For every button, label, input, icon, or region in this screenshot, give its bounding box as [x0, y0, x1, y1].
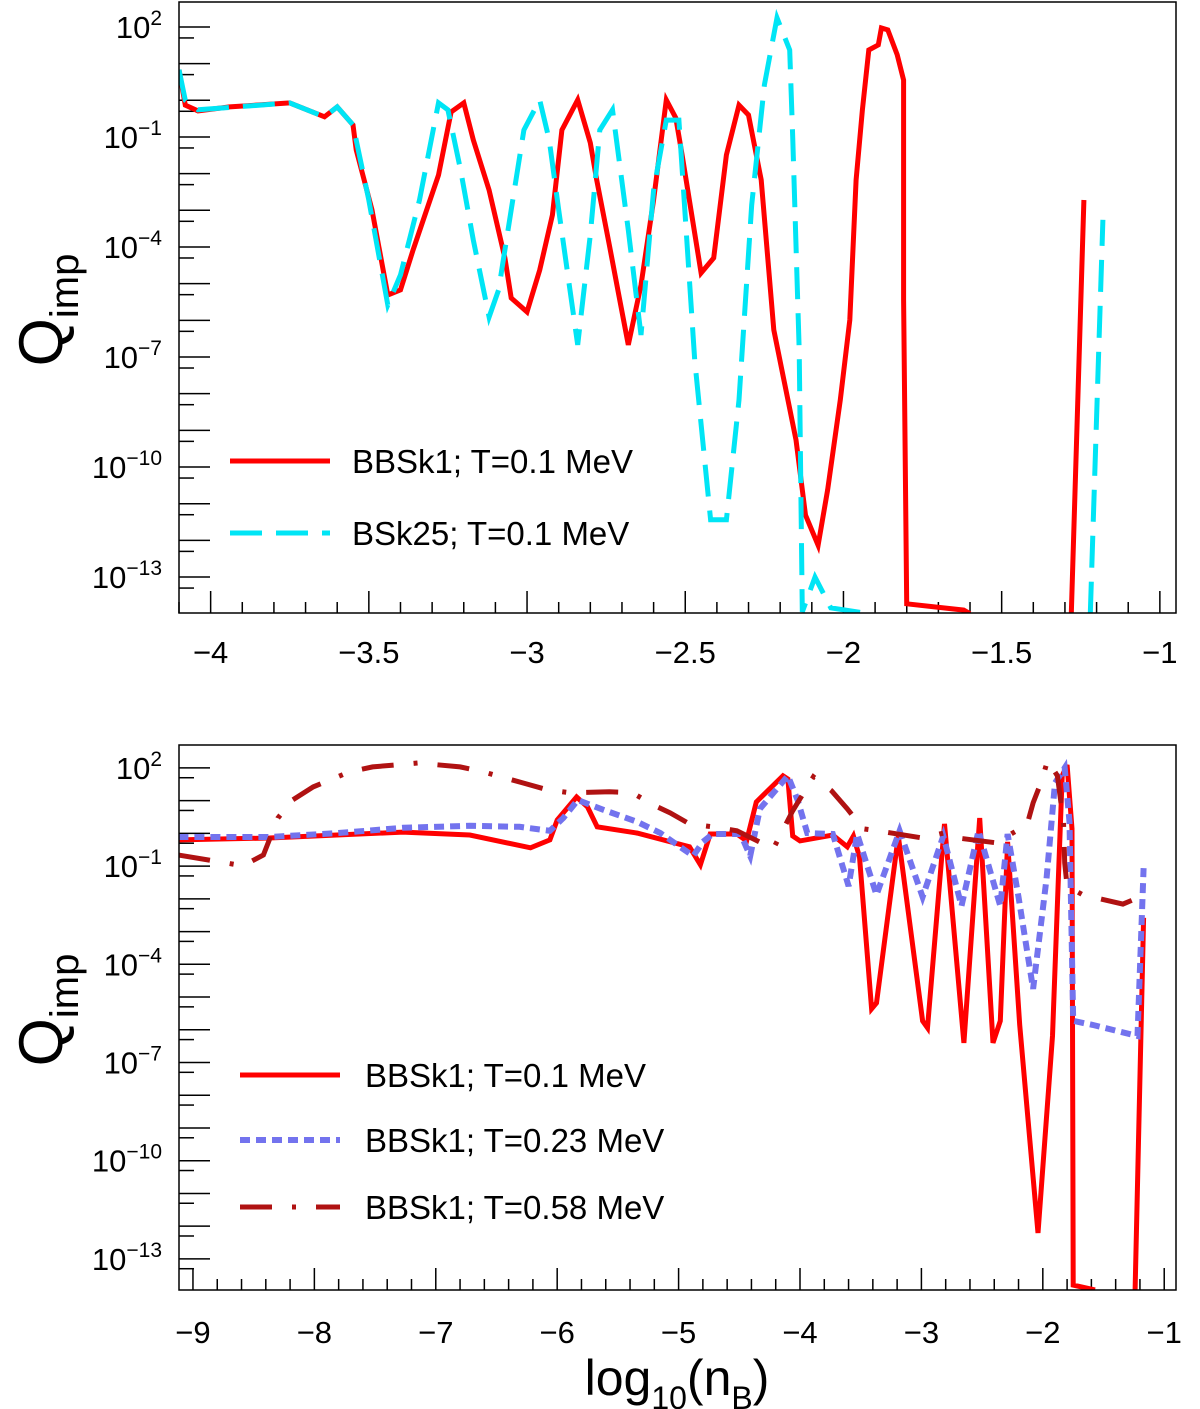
legend-label-0: BBSk1; T=0.1 MeV: [365, 1057, 646, 1094]
y-tick-label: 10−1: [104, 846, 162, 884]
x-tick-label: −1: [1147, 1315, 1182, 1350]
x-tick-label: −2.5: [655, 635, 716, 670]
legend-label-2: BBSk1; T=0.58 MeV: [365, 1189, 664, 1226]
x-tick-label: −9: [175, 1315, 210, 1350]
x-tick-label: −4: [782, 1315, 817, 1350]
series-line-0: [179, 24, 1087, 613]
y-tick-label: 10−10: [92, 1141, 162, 1179]
y-tick-label: 10−10: [92, 447, 162, 485]
legend-label-1: BBSk1; T=0.23 MeV: [365, 1122, 664, 1159]
y-tick-label: 10−7: [104, 1043, 162, 1081]
x-tick-label: −8: [297, 1315, 332, 1350]
plot-frame: [178, 1, 1177, 614]
y-tick-label: 10−4: [104, 944, 163, 982]
y-tick-label: 10−13: [92, 1239, 162, 1277]
y-tick-label: 102: [116, 748, 162, 786]
y-tick-label: 10−4: [104, 227, 163, 265]
x-tick-label: −4: [193, 635, 228, 670]
plot-area: [179, 754, 1147, 1290]
y-tick-label: 102: [116, 7, 162, 45]
x-tick-label: −3.5: [338, 635, 399, 670]
legend-label-1: BSk25; T=0.1 MeV: [352, 515, 629, 552]
x-tick-label: −1: [1142, 635, 1177, 670]
series-line-2: [179, 754, 1141, 907]
legend-label-0: BBSk1; T=0.1 MeV: [352, 443, 633, 480]
x-tick-label: −3: [509, 635, 544, 670]
y-tick-label: 10−13: [92, 557, 162, 595]
bottom-panel: −9 −8 −7 −6 −5 −4 −3 −2 −1 102 10−1 10−4 10−7 10−10 10…: [7, 744, 1182, 1409]
y-tick-label: 10−7: [104, 337, 162, 375]
y-axis-title: Qimp: [7, 954, 87, 1067]
x-tick-label: −6: [540, 1315, 575, 1350]
x-axis-title: log10(nB): [585, 1350, 770, 1409]
x-tick-label: −2: [1025, 1315, 1060, 1350]
x-tick-label: −5: [661, 1315, 696, 1350]
x-tick-label: −7: [418, 1315, 453, 1350]
y-axis-title: Qimp: [7, 254, 87, 367]
plot-frame: [178, 744, 1177, 1291]
series-line-1: [179, 758, 1147, 1040]
x-tick-label: −1.5: [971, 635, 1032, 670]
x-tick-label: −3: [904, 1315, 939, 1350]
y-tick-label: 10−1: [104, 117, 162, 155]
plot-area: [179, 8, 1106, 613]
series-line-1: [179, 8, 1106, 613]
top-panel: −4 −3.5 −3 −2.5 −2 −1.5 −1 102 10−1 10−4 10−7 10−10…: [7, 1, 1178, 670]
x-tick-label: −2: [826, 635, 861, 670]
